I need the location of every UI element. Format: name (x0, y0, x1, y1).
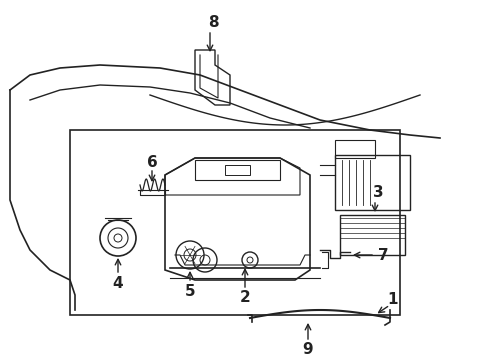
Text: 9: 9 (303, 342, 313, 357)
Text: 1: 1 (388, 292, 398, 306)
Text: 3: 3 (373, 185, 383, 199)
Text: 8: 8 (208, 14, 219, 30)
Bar (335, 155, 410, 210)
Text: 6: 6 (147, 154, 157, 170)
Bar (70, 130, 400, 315)
Text: 4: 4 (113, 275, 123, 291)
Text: 7: 7 (378, 248, 388, 262)
Bar (335, 140, 375, 158)
Bar (340, 215, 405, 255)
Bar (195, 160, 280, 180)
Bar (225, 165, 250, 175)
Text: 5: 5 (185, 284, 196, 298)
Text: 2: 2 (240, 291, 250, 306)
